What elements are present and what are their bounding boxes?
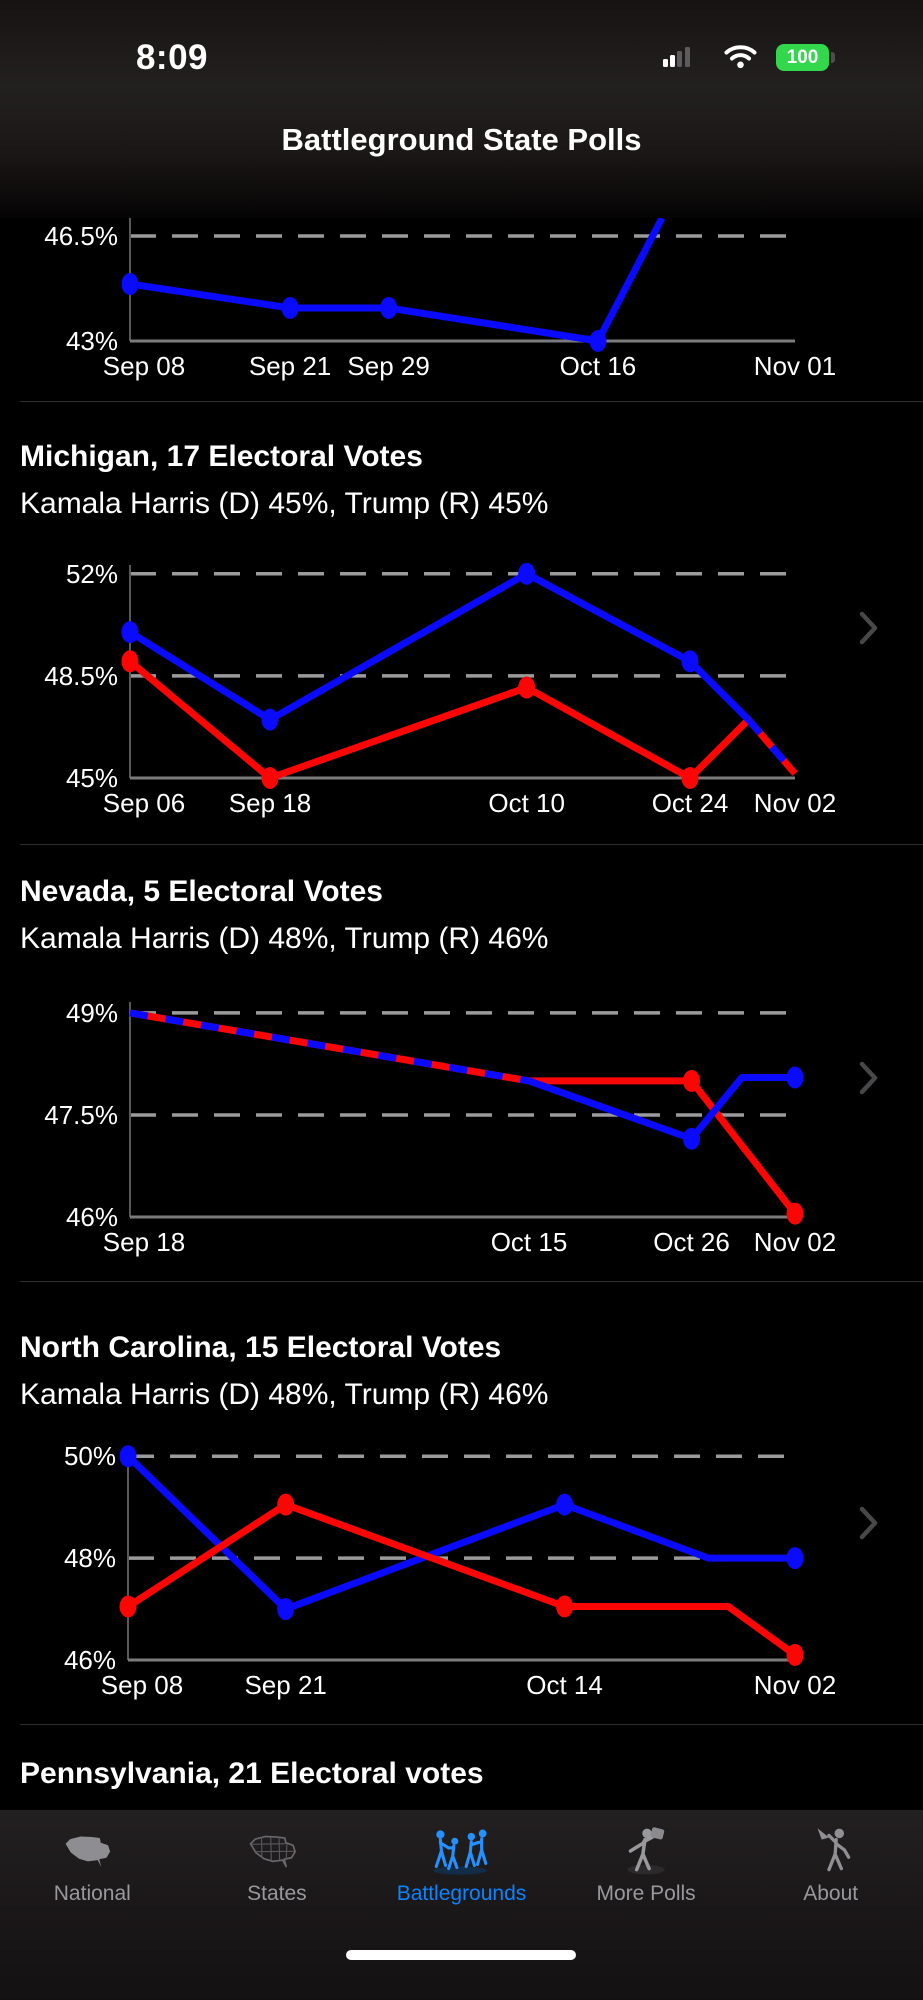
wifi-icon bbox=[724, 44, 757, 69]
section-divider bbox=[20, 844, 923, 845]
svg-text:Sep 18: Sep 18 bbox=[229, 788, 311, 818]
home-indicator[interactable] bbox=[346, 1950, 576, 1960]
page-title: Battleground State Polls bbox=[281, 122, 642, 157]
svg-text:46%: 46% bbox=[66, 1202, 118, 1232]
svg-text:45%: 45% bbox=[66, 763, 118, 793]
tab-more-polls[interactable]: More Polls bbox=[554, 1810, 739, 2000]
svg-text:43%: 43% bbox=[66, 326, 118, 356]
svg-text:49%: 49% bbox=[66, 998, 118, 1028]
svg-text:Oct 14: Oct 14 bbox=[526, 1670, 603, 1700]
chevron-right-icon[interactable] bbox=[858, 1505, 880, 1541]
svg-text:Sep 06: Sep 06 bbox=[103, 788, 185, 818]
tab-about[interactable]: About bbox=[738, 1810, 923, 2000]
svg-text:Nov 02: Nov 02 bbox=[754, 1670, 836, 1700]
michigan-chart[interactable]: 52% 48.5% 45%Sep 06 Sep 18 Oct 10 Oct 24 Nov 0… bbox=[0, 560, 923, 830]
svg-text:Oct 24: Oct 24 bbox=[652, 788, 729, 818]
battery-icon: 100 bbox=[776, 44, 835, 71]
megaphone-figure-icon bbox=[802, 1822, 860, 1880]
tab-battlegrounds[interactable]: Battlegrounds bbox=[369, 1810, 554, 2000]
svg-text:46.5%: 46.5% bbox=[44, 221, 118, 251]
tab-label-battlegrounds: Battlegrounds bbox=[396, 1882, 527, 1905]
pennsylvania-title: Pennsylvania, 21 Electoral votes bbox=[20, 1757, 484, 1790]
nevada-chart[interactable]: 49% 47.5% 46%Sep 18 Oct 15 Oct 26 Nov 02 bbox=[0, 995, 923, 1275]
michigan-title: Michigan, 17 Electoral Votes bbox=[20, 440, 423, 473]
svg-text:Sep 21: Sep 21 bbox=[244, 1670, 326, 1700]
north-carolina-subtitle: Kamala Harris (D) 48%, Trump (R) 46% bbox=[20, 1378, 549, 1411]
svg-text:Oct 15: Oct 15 bbox=[491, 1227, 568, 1257]
tab-bar: National States Battlegrounds More Polls… bbox=[0, 1810, 923, 2000]
svg-text:Sep 21: Sep 21 bbox=[249, 351, 331, 381]
nevada-subtitle: Kamala Harris (D) 48%, Trump (R) 46% bbox=[20, 922, 549, 955]
svg-text:Sep 18: Sep 18 bbox=[103, 1227, 185, 1257]
tab-label-about: About bbox=[803, 1882, 859, 1905]
us-map-filled-icon bbox=[63, 1822, 121, 1880]
svg-text:47.5%: 47.5% bbox=[44, 1100, 118, 1130]
svg-text:48.5%: 48.5% bbox=[44, 661, 118, 691]
chevron-right-icon[interactable] bbox=[858, 610, 880, 646]
header: 8:09 100 Battleground State Polls bbox=[0, 0, 923, 218]
cellular-signal-icon bbox=[663, 46, 690, 68]
tab-national[interactable]: National bbox=[0, 1810, 185, 2000]
pollster-figure-icon bbox=[617, 1822, 675, 1880]
tab-label-national: National bbox=[53, 1882, 131, 1905]
svg-text:48%: 48% bbox=[64, 1543, 116, 1573]
tab-states[interactable]: States bbox=[185, 1810, 370, 2000]
section-divider bbox=[20, 401, 923, 402]
tab-label-more-polls: More Polls bbox=[596, 1882, 696, 1905]
svg-text:Nov 02: Nov 02 bbox=[754, 788, 836, 818]
us-map-states-icon bbox=[248, 1822, 306, 1880]
svg-text:46%: 46% bbox=[64, 1645, 116, 1675]
tab-label-states: States bbox=[247, 1882, 307, 1905]
battle-figures-icon bbox=[428, 1822, 494, 1880]
battery-level: 100 bbox=[786, 46, 819, 68]
svg-text:52%: 52% bbox=[66, 560, 118, 589]
chevron-right-icon[interactable] bbox=[858, 1060, 880, 1096]
svg-text:Nov 01: Nov 01 bbox=[754, 351, 836, 381]
section-divider bbox=[20, 1724, 923, 1725]
north-carolina-title: North Carolina, 15 Electoral Votes bbox=[20, 1331, 502, 1364]
svg-text:Oct 16: Oct 16 bbox=[560, 351, 637, 381]
section-divider bbox=[20, 1281, 923, 1282]
svg-text:Nov 02: Nov 02 bbox=[754, 1227, 836, 1257]
svg-text:Oct 10: Oct 10 bbox=[488, 788, 565, 818]
svg-text:Sep 08: Sep 08 bbox=[103, 351, 185, 381]
status-time: 8:09 bbox=[135, 38, 209, 77]
svg-text:50%: 50% bbox=[64, 1441, 116, 1471]
partial-state-chart[interactable]: 46.5% 43%Sep 08 Sep 21 Sep 29 Oct 16 Nov 01 bbox=[0, 218, 923, 383]
michigan-subtitle: Kamala Harris (D) 45%, Trump (R) 45% bbox=[20, 487, 549, 520]
nevada-title: Nevada, 5 Electoral Votes bbox=[20, 875, 383, 908]
svg-text:Sep 29: Sep 29 bbox=[347, 351, 429, 381]
north-carolina-chart[interactable]: 50% 48% 46%Sep 08 Sep 21 Oct 14 Nov 02 bbox=[0, 1440, 923, 1715]
svg-text:Sep 08: Sep 08 bbox=[101, 1670, 183, 1700]
svg-text:Oct 26: Oct 26 bbox=[653, 1227, 730, 1257]
